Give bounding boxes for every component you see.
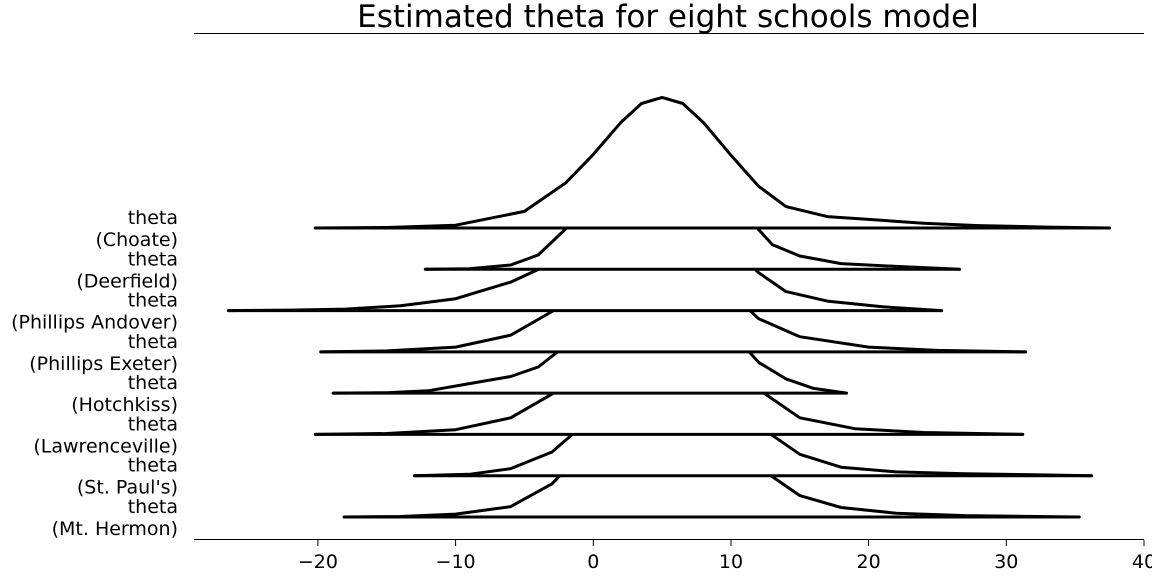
y-label-line2-5: (Lawrenceville): [33, 435, 178, 457]
y-label-line2-6: (St. Paul's): [77, 477, 178, 499]
y-label-group: theta(Mt. Hermon)theta(St. Paul's)theta(…: [11, 207, 178, 540]
y-label-line1-3: theta: [128, 331, 178, 353]
y-label-line1-0: theta: [128, 207, 178, 229]
x-tick-label-4: 20: [857, 551, 881, 573]
x-tick-label-6: 40: [1132, 551, 1152, 573]
ridge-0: [313, 95, 1112, 230]
ridge-fill-6: [414, 354, 1092, 476]
y-label-line1-7: theta: [128, 496, 178, 518]
y-label-line2-0: (Choate): [95, 229, 178, 251]
y-label-line2-7: (Mt. Hermon): [52, 518, 178, 540]
x-tick-label-2: 0: [587, 551, 599, 573]
x-tick-group: −20 −10 0 10 20 30 40: [298, 540, 1152, 573]
y-label-line1-2: theta: [128, 290, 178, 312]
y-label-line1-4: theta: [128, 372, 178, 394]
y-label-line2-1: (Deerfield): [76, 270, 178, 292]
ridge-curve-0: [313, 95, 1112, 230]
y-label-line2-3: (Phillips Exeter): [29, 353, 178, 375]
y-label-line1-6: theta: [128, 455, 178, 477]
ridge-fill-0: [315, 97, 1110, 229]
ridge-group: [226, 95, 1112, 519]
x-tick-label-1: −10: [436, 551, 476, 573]
x-tick-label-5: 30: [994, 551, 1018, 573]
chart-title: Estimated theta for eight schools model: [357, 0, 979, 35]
y-label-line2-4: (Hotchkiss): [71, 394, 178, 416]
y-label-line2-2: (Phillips Andover): [11, 312, 178, 334]
x-tick-label-3: 10: [719, 551, 743, 573]
x-tick-label-0: −20: [298, 551, 338, 573]
y-label-line1-1: theta: [128, 248, 178, 270]
y-label-line1-5: theta: [128, 413, 178, 435]
